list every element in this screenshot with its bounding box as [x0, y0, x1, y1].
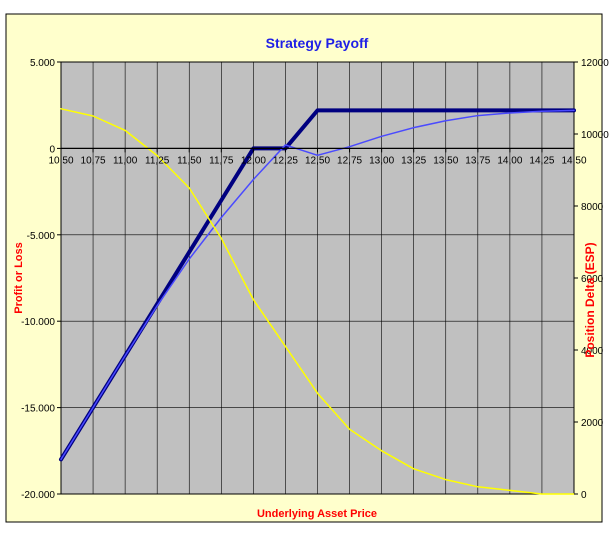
- y-tick-label: -10.000: [21, 317, 55, 328]
- x-tick-label: 14,50: [561, 155, 586, 166]
- x-tick-label: 12,75: [337, 155, 362, 166]
- y-tick-label: 5.000: [30, 58, 55, 69]
- y2-tick-label: 10000: [581, 130, 609, 141]
- x-tick-label: 10,75: [81, 155, 106, 166]
- y-tick-label: -20.000: [21, 490, 55, 501]
- y2-axis-title: Position Delta (ESP): [583, 242, 597, 357]
- x-tick-label: 13,00: [369, 155, 394, 166]
- x-tick-label: 13,75: [465, 155, 490, 166]
- y-axis-title: Profit or Loss: [13, 242, 25, 314]
- x-tick-label: 13,25: [401, 155, 426, 166]
- x-tick-label: 14,00: [497, 155, 522, 166]
- x-tick-label: 11,25: [145, 155, 170, 166]
- y2-tick-label: 2000: [581, 418, 604, 429]
- x-tick-label: 13,50: [433, 155, 458, 166]
- y-tick-label: -15.000: [21, 404, 55, 415]
- y2-tick-label: 0: [581, 490, 587, 501]
- x-tick-label: 12,50: [305, 155, 330, 166]
- x-axis-title: Underlying Asset Price: [257, 508, 377, 520]
- x-tick-label: 10,50: [48, 155, 73, 166]
- y2-tick-label: 8000: [581, 202, 604, 213]
- x-tick-label: 14,25: [529, 155, 554, 166]
- y-tick-label: -5.000: [27, 231, 56, 242]
- x-tick-label: 11,75: [209, 155, 234, 166]
- chart-title: Strategy Payoff: [266, 35, 369, 51]
- y2-tick-label: 12000: [581, 58, 609, 69]
- x-tick-label: 12,00: [241, 155, 266, 166]
- x-tick-label: 11,00: [113, 155, 138, 166]
- x-tick-label: 11,50: [177, 155, 202, 166]
- x-tick-label: 12,25: [273, 155, 298, 166]
- y-tick-label: 0: [49, 144, 55, 155]
